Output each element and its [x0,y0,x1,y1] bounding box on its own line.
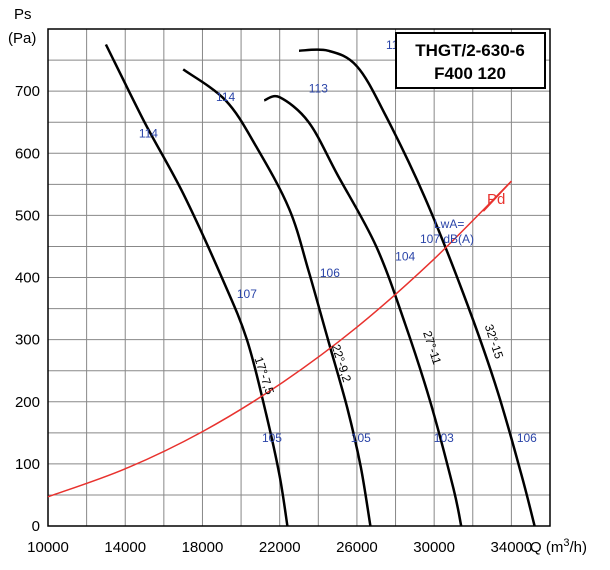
blade-angle-label: 22°-9,2 [329,343,354,385]
sound-level-label: 105 [262,431,282,445]
fan-curves [104,43,536,527]
grid [47,28,551,527]
pd-leader-line [482,180,512,212]
sound-level-label: 105 [351,431,371,445]
pd-curve [47,180,512,498]
lwa-label-line-1: LwA= [434,217,464,231]
y-tick-label: 0 [32,518,40,535]
fan-curve-1 [104,43,289,527]
x-tick-label: 34000 [491,539,533,556]
model-title-line-1: THGT/2-630-6 [415,41,525,60]
sound-level-label: 106 [517,431,537,445]
x-tick-labels: 10000 14000 18000 22000 26000 30000 34000 [27,539,532,556]
sound-level-label: 104 [395,250,415,264]
blade-angle-labels: 17°-7,5 22°-9,2 27°-11 32°-15 [252,322,507,396]
y-tick-label: 400 [15,270,40,287]
sound-level-label: 107 [237,287,257,301]
sound-level-label: 113 [309,81,328,95]
fan-curve-3 [263,94,463,527]
x-tick-label: 26000 [336,539,378,556]
sound-level-labels: 113113114114107106104105105103106 [139,38,537,445]
y-tick-label: 700 [15,83,40,100]
plot-frame [47,28,551,527]
sound-level-label: 114 [139,127,158,141]
y-tick-label: 600 [15,145,40,162]
y-tick-labels: 0 100 200 300 400 500 600 700 [15,83,40,535]
y-axis-unit: (Pa) [8,30,36,47]
y-tick-label: 500 [15,207,40,224]
pd-label: Pd [487,191,505,208]
fan-curve-2 [182,68,372,527]
blade-angle-label: 17°-7,5 [252,355,277,397]
x-tick-label: 22000 [259,539,301,556]
axes [47,28,551,527]
sound-level-label: 106 [320,266,340,280]
y-tick-label: 100 [15,456,40,473]
x-tick-label: 14000 [104,539,146,556]
blade-angle-label: 27°-11 [420,329,444,367]
x-tick-label: 30000 [413,539,455,556]
model-title-line-2: F400 120 [434,64,506,83]
pd-curve-group [47,180,512,498]
x-tick-label: 18000 [182,539,224,556]
model-title-box: THGT/2-630-6 F400 120 [395,32,546,89]
x-axis-label-end: /h) [569,539,587,556]
fan-curve-4 [298,48,536,527]
y-tick-label: 200 [15,394,40,411]
sound-level-label: 114 [216,90,235,104]
x-axis-label-main: Q (m [530,539,563,556]
y-axis-label: Ps [14,6,32,23]
title-box-frame [395,32,546,89]
sound-level-label: 103 [434,431,454,445]
x-axis-label: Q (m3/h) [530,537,587,556]
y-tick-label: 300 [15,332,40,349]
x-tick-label: 10000 [27,539,69,556]
x-axis-label-sup: 3 [563,537,569,549]
lwa-label-line-2: 107 dB(A) [420,232,474,246]
